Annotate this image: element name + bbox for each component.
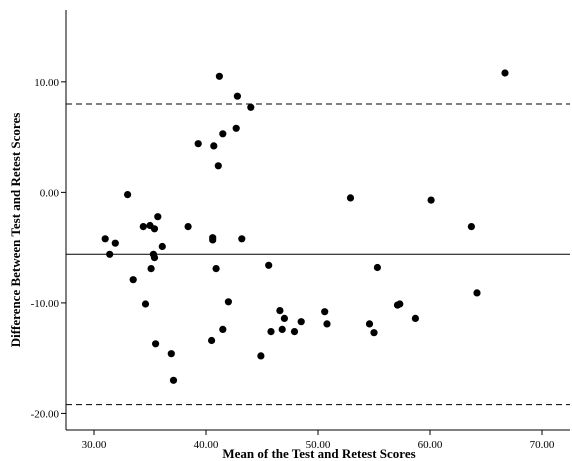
- data-point-12: [152, 340, 160, 348]
- data-point-23: [212, 265, 220, 273]
- x-tick-label-0: 30.00: [82, 439, 107, 451]
- data-point-26: [219, 325, 227, 333]
- data-point-14: [158, 242, 166, 251]
- data-point-33: [257, 352, 265, 360]
- data-point-36: [276, 307, 284, 315]
- data-point-15: [167, 350, 175, 358]
- x-axis-title: Mean of the Test and Retest Scores: [222, 446, 415, 461]
- data-point-16: [169, 376, 178, 384]
- data-point-29: [232, 124, 240, 132]
- data-point-45: [370, 329, 378, 337]
- data-point-35: [267, 328, 275, 336]
- data-point-51: [467, 223, 475, 231]
- data-point-53: [501, 69, 509, 77]
- data-point-11: [150, 254, 159, 262]
- data-point-5: [139, 223, 147, 231]
- x-tick-label-1: 40.00: [194, 439, 219, 451]
- data-point-8: [147, 265, 155, 273]
- data-point-25: [215, 72, 223, 80]
- data-point-37: [278, 325, 286, 333]
- data-point-52: [473, 289, 481, 297]
- data-point-22: [210, 142, 218, 150]
- data-point-0: [101, 235, 109, 243]
- data-point-1: [106, 250, 114, 258]
- data-point-43: [346, 194, 355, 202]
- data-point-32: [247, 103, 255, 111]
- data-point-40: [297, 318, 305, 326]
- x-tick-label-4: 70.00: [530, 439, 555, 451]
- y-tick-label-2: 0.00: [40, 187, 60, 199]
- y-axis-title: Difference Between Test and Retest Score…: [8, 113, 23, 348]
- data-point-27: [219, 130, 227, 138]
- data-point-41: [321, 308, 329, 316]
- data-point-46: [373, 263, 381, 272]
- data-point-24: [214, 162, 222, 170]
- data-point-10: [150, 225, 159, 233]
- data-point-44: [365, 320, 374, 328]
- y-tick-label-1: -10.00: [31, 298, 60, 310]
- data-point-34: [265, 261, 273, 269]
- data-point-21: [209, 236, 217, 244]
- data-point-31: [238, 235, 246, 243]
- y-tick-label-0: -20.00: [31, 408, 60, 420]
- data-point-4: [129, 276, 137, 284]
- data-point-49: [411, 314, 419, 322]
- data-point-48: [396, 300, 404, 308]
- data-point-42: [323, 320, 331, 328]
- data-point-39: [290, 328, 299, 336]
- ticks: 30.00 40.00 50.00 60.00 70.00 -20.00 -10.00 0.0…: [31, 77, 555, 451]
- data-point-28: [224, 298, 232, 306]
- data-point-18: [194, 140, 202, 148]
- axes: [65, 10, 570, 431]
- data-point-2: [111, 239, 119, 247]
- data-point-13: [154, 213, 162, 221]
- data-point-17: [184, 223, 192, 231]
- data-point-38: [280, 314, 288, 322]
- data-point-19: [208, 336, 216, 345]
- y-tick-label-3: 10.00: [34, 77, 59, 89]
- data-point-3: [124, 191, 132, 199]
- data-point-50: [427, 196, 435, 204]
- x-tick-label-2: 50.00: [306, 439, 331, 451]
- data-point-6: [141, 300, 150, 308]
- data-point-30: [233, 92, 241, 100]
- reference-lines: [66, 103, 570, 406]
- data-points: [101, 69, 509, 384]
- x-tick-label-3: 60.00: [418, 439, 443, 451]
